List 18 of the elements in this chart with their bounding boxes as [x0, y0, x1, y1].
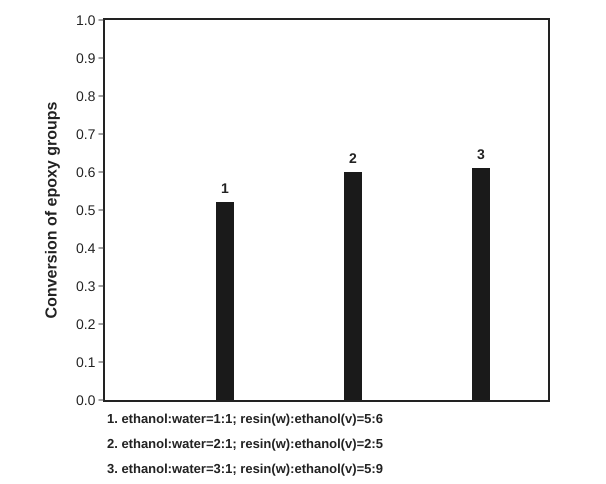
text: 1. ethanol:water=1:1; resin(w):ethanol(v)=5:6 — [107, 411, 383, 426]
text: 2. ethanol:water=2:1; resin(w):ethanol(v)=2:5 — [107, 436, 383, 451]
y-tick-label: 0.0 — [76, 392, 96, 408]
annotation: 2 — [349, 150, 357, 166]
y-tick-label: 0.8 — [76, 88, 96, 104]
y-tick-label: 0.4 — [76, 240, 96, 256]
y-tick-label: 0.6 — [76, 164, 96, 180]
y-axis-title: Conversion of epoxy groups — [43, 101, 60, 318]
y-tick-label: 0.2 — [76, 316, 96, 332]
y-tick-label: 0.3 — [76, 278, 96, 294]
y-tick-label: 0.5 — [76, 202, 96, 218]
y-tick-label: 0.1 — [76, 354, 96, 370]
annotation: 1 — [221, 180, 229, 196]
y-tick-label: 0.9 — [76, 50, 96, 66]
y-tick-label: 0.7 — [76, 126, 96, 142]
y-tick-label: 1.0 — [76, 12, 96, 28]
text: 3. ethanol:water=3:1; resin(w):ethanol(v)=5:9 — [107, 461, 383, 476]
annotation: 3 — [477, 146, 485, 162]
